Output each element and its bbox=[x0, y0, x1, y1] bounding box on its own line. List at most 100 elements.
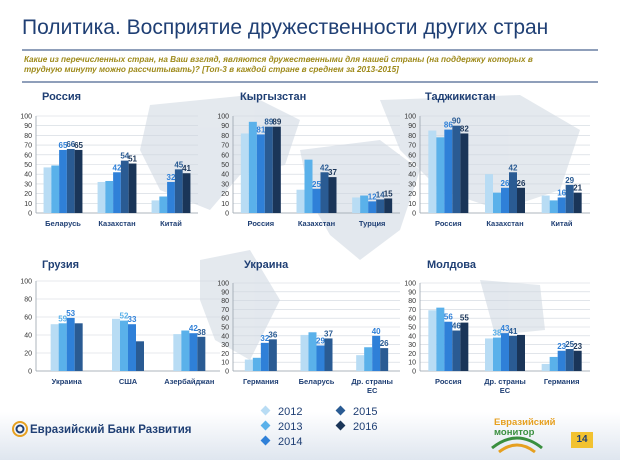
y-tick-label: 0 bbox=[28, 369, 32, 376]
x-tick-label: Германия bbox=[544, 377, 580, 386]
y-tick-label: 100 bbox=[217, 114, 229, 121]
bar bbox=[43, 167, 52, 213]
bar bbox=[557, 197, 566, 213]
bar bbox=[501, 187, 509, 213]
bar bbox=[509, 335, 517, 371]
bar bbox=[324, 338, 333, 371]
data-label: 16 bbox=[557, 188, 566, 197]
bar bbox=[120, 160, 129, 213]
data-label: 42 bbox=[320, 163, 329, 172]
bar bbox=[460, 322, 469, 371]
data-label: 26 bbox=[517, 179, 526, 188]
bar bbox=[384, 198, 393, 213]
bar bbox=[308, 332, 317, 371]
data-label: 37 bbox=[324, 329, 333, 338]
x-tick-label: Беларусь bbox=[45, 219, 81, 228]
legend: 2012 2013 2014 2015 2016 bbox=[260, 405, 432, 452]
bank-logo-icon bbox=[12, 421, 28, 437]
x-tick-label: Россия bbox=[435, 219, 462, 228]
bar bbox=[304, 159, 313, 213]
bar bbox=[320, 172, 329, 213]
bank-name: Евразийский Банк Развития bbox=[30, 424, 192, 436]
legend-swatch-icon bbox=[260, 420, 271, 431]
y-tick-label: 0 bbox=[225, 369, 229, 376]
y-tick-label: 90 bbox=[408, 123, 416, 130]
y-tick-label: 20 bbox=[221, 351, 229, 358]
data-label: 89 bbox=[264, 118, 273, 127]
y-tick-label: 40 bbox=[24, 172, 32, 179]
x-tick-label: Китай bbox=[551, 219, 573, 228]
question-subtitle: Какие из перечисленных стран, на Ваш взг… bbox=[24, 55, 533, 74]
y-tick-label: 20 bbox=[408, 351, 416, 358]
data-label: 55 bbox=[460, 314, 469, 323]
data-label: 14 bbox=[376, 190, 385, 199]
bar bbox=[376, 199, 385, 213]
chart-title: Молдова bbox=[427, 259, 477, 271]
y-tick-label: 100 bbox=[217, 281, 229, 288]
y-tick-label: 70 bbox=[24, 143, 32, 150]
bar bbox=[436, 307, 445, 371]
data-label: 40 bbox=[372, 327, 381, 336]
bar bbox=[244, 359, 253, 371]
page-number: 14 bbox=[571, 432, 593, 448]
y-tick-label: 0 bbox=[412, 369, 416, 376]
bar bbox=[120, 320, 128, 371]
y-tick-label: 90 bbox=[408, 289, 416, 296]
y-tick-label: 80 bbox=[221, 133, 229, 140]
bar bbox=[565, 349, 574, 371]
y-tick-label: 30 bbox=[221, 342, 229, 349]
y-tick-label: 90 bbox=[24, 123, 32, 130]
y-tick-label: 20 bbox=[221, 191, 229, 198]
x-tick-label: Турция bbox=[359, 219, 386, 228]
data-label: 86 bbox=[444, 121, 453, 130]
bar bbox=[105, 180, 114, 213]
legend-swatch-icon bbox=[335, 420, 346, 431]
bar bbox=[128, 324, 136, 371]
data-label: 25 bbox=[312, 180, 321, 189]
bar bbox=[173, 334, 182, 371]
data-label: 56 bbox=[444, 313, 453, 322]
y-tick-label: 70 bbox=[221, 143, 229, 150]
y-tick-label: 80 bbox=[24, 297, 32, 304]
x-tick-label: Россия bbox=[435, 377, 462, 386]
bar bbox=[66, 148, 75, 213]
data-label: 33 bbox=[128, 315, 137, 324]
bar bbox=[112, 318, 120, 371]
x-tick-label: Казахстан bbox=[298, 219, 335, 228]
y-tick-label: 0 bbox=[412, 211, 416, 218]
bar bbox=[452, 125, 461, 213]
x-tick-label: Германия bbox=[243, 377, 279, 386]
y-tick-label: 10 bbox=[24, 201, 32, 208]
monitor-logo-icon bbox=[491, 436, 543, 454]
bar bbox=[352, 197, 361, 213]
bar bbox=[312, 188, 321, 213]
y-tick-label: 60 bbox=[221, 316, 229, 323]
y-tick-label: 60 bbox=[408, 152, 416, 159]
legend-item-2012: 2012 bbox=[260, 405, 302, 418]
bar bbox=[557, 350, 566, 371]
bar bbox=[428, 130, 437, 213]
data-label: 65 bbox=[59, 141, 68, 150]
bar bbox=[444, 321, 453, 371]
y-tick-label: 70 bbox=[221, 307, 229, 314]
bar bbox=[272, 126, 281, 213]
bar bbox=[248, 121, 257, 213]
bar bbox=[256, 134, 265, 213]
data-label: 41 bbox=[182, 164, 191, 173]
legend-swatch-icon bbox=[260, 405, 271, 416]
data-label: 29 bbox=[565, 176, 574, 185]
chart-title: Украина bbox=[244, 259, 289, 271]
y-tick-label: 60 bbox=[221, 152, 229, 159]
y-tick-label: 10 bbox=[221, 201, 229, 208]
page-title: Политика. Восприятие дружественности дру… bbox=[22, 16, 549, 39]
bar bbox=[517, 187, 525, 213]
data-label: 15 bbox=[384, 189, 393, 198]
y-tick-label: 60 bbox=[408, 316, 416, 323]
bar bbox=[50, 324, 59, 371]
data-label: 25 bbox=[565, 340, 574, 349]
data-label: 82 bbox=[460, 124, 469, 133]
data-label: 54 bbox=[120, 152, 129, 161]
